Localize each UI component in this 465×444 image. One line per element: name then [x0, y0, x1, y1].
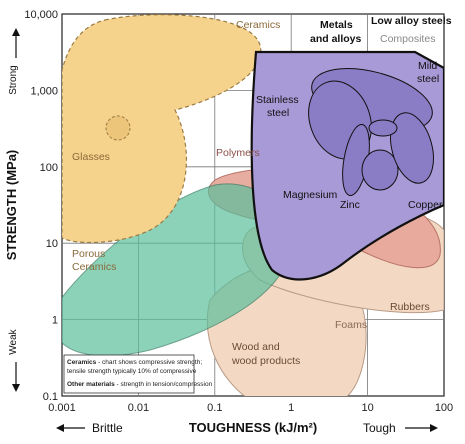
x-brittle-indicator: Brittle	[56, 421, 123, 435]
label-ceramics: Ceramics	[236, 19, 280, 31]
x-tick-labels: 0.001 0.01 0.1 1 10 100	[48, 402, 453, 414]
label-foams: Foams	[335, 319, 367, 331]
x-tick-label: 100	[435, 402, 453, 414]
svg-text:Tough: Tough	[363, 421, 396, 435]
label-polymers: Polymers	[216, 147, 260, 159]
x-tick-label: 0.01	[128, 402, 149, 414]
svg-text:Brittle: Brittle	[92, 421, 123, 435]
label-low-alloy-steels: Low alloy steels	[371, 15, 452, 27]
y-tick-labels: 0.1 1 10 100 1,000 10,000	[24, 9, 58, 403]
y-strong-indicator: Strong	[8, 28, 20, 95]
x-tick-label: 0.1	[207, 402, 222, 414]
y-tick-label: 10	[46, 238, 58, 250]
glasses-region	[105, 115, 131, 141]
label-copper: Copper	[408, 199, 443, 211]
label-stainless-1: Stainless	[256, 94, 299, 106]
y-tick-label: 10,000	[24, 9, 58, 21]
label-porous-ceramics-2: Ceramics	[72, 261, 116, 273]
label-mild-steel-2: steel	[417, 73, 439, 85]
svg-text:tensile strength typically 10%: tensile strength typically 10% of compre…	[67, 368, 197, 375]
label-glasses: Glasses	[72, 151, 110, 163]
svg-text:Strong: Strong	[8, 65, 19, 94]
note-box: Ceramics - chart shows compressive stren…	[63, 354, 213, 394]
label-metals-2: and alloys	[310, 33, 362, 45]
label-rubbers: Rubbers	[390, 301, 430, 313]
label-wood-2: wood products	[231, 355, 300, 367]
svg-text:Weak: Weak	[8, 328, 19, 354]
label-porous-ceramics-1: Porous	[72, 248, 105, 260]
label-wood-1: Wood and	[232, 341, 280, 353]
y-tick-label: 100	[40, 162, 58, 174]
label-mild-steel-1: Mild	[418, 60, 437, 72]
label-metals-1: Metals	[320, 19, 353, 31]
y-weak-indicator: Weak	[8, 328, 20, 392]
svg-text:Other materials - strength in: Other materials - strength in tension/co…	[67, 381, 213, 388]
label-composites: Composites	[380, 33, 435, 45]
x-tick-label: 1	[288, 402, 294, 414]
x-axis-title: TOUGHNESS (kJ/m²)	[189, 420, 317, 435]
label-magnesium: Magnesium	[283, 189, 338, 201]
label-stainless-2: steel	[267, 107, 289, 119]
y-tick-label: 1,000	[30, 85, 58, 97]
svg-text:Ceramics - chart shows compres: Ceramics - chart shows compressive stren…	[67, 359, 202, 366]
y-axis-title: STRENGTH (MPa)	[4, 150, 19, 261]
x-tick-label: 0.001	[48, 402, 76, 414]
label-zinc: Zinc	[340, 199, 360, 211]
y-tick-label: 1	[52, 315, 58, 327]
x-tough-indicator: Tough	[363, 421, 438, 435]
y-tick-label: 0.1	[43, 391, 58, 403]
x-tick-label: 10	[361, 402, 373, 414]
metals-subregions	[308, 68, 434, 197]
ceramics-region	[62, 14, 262, 244]
